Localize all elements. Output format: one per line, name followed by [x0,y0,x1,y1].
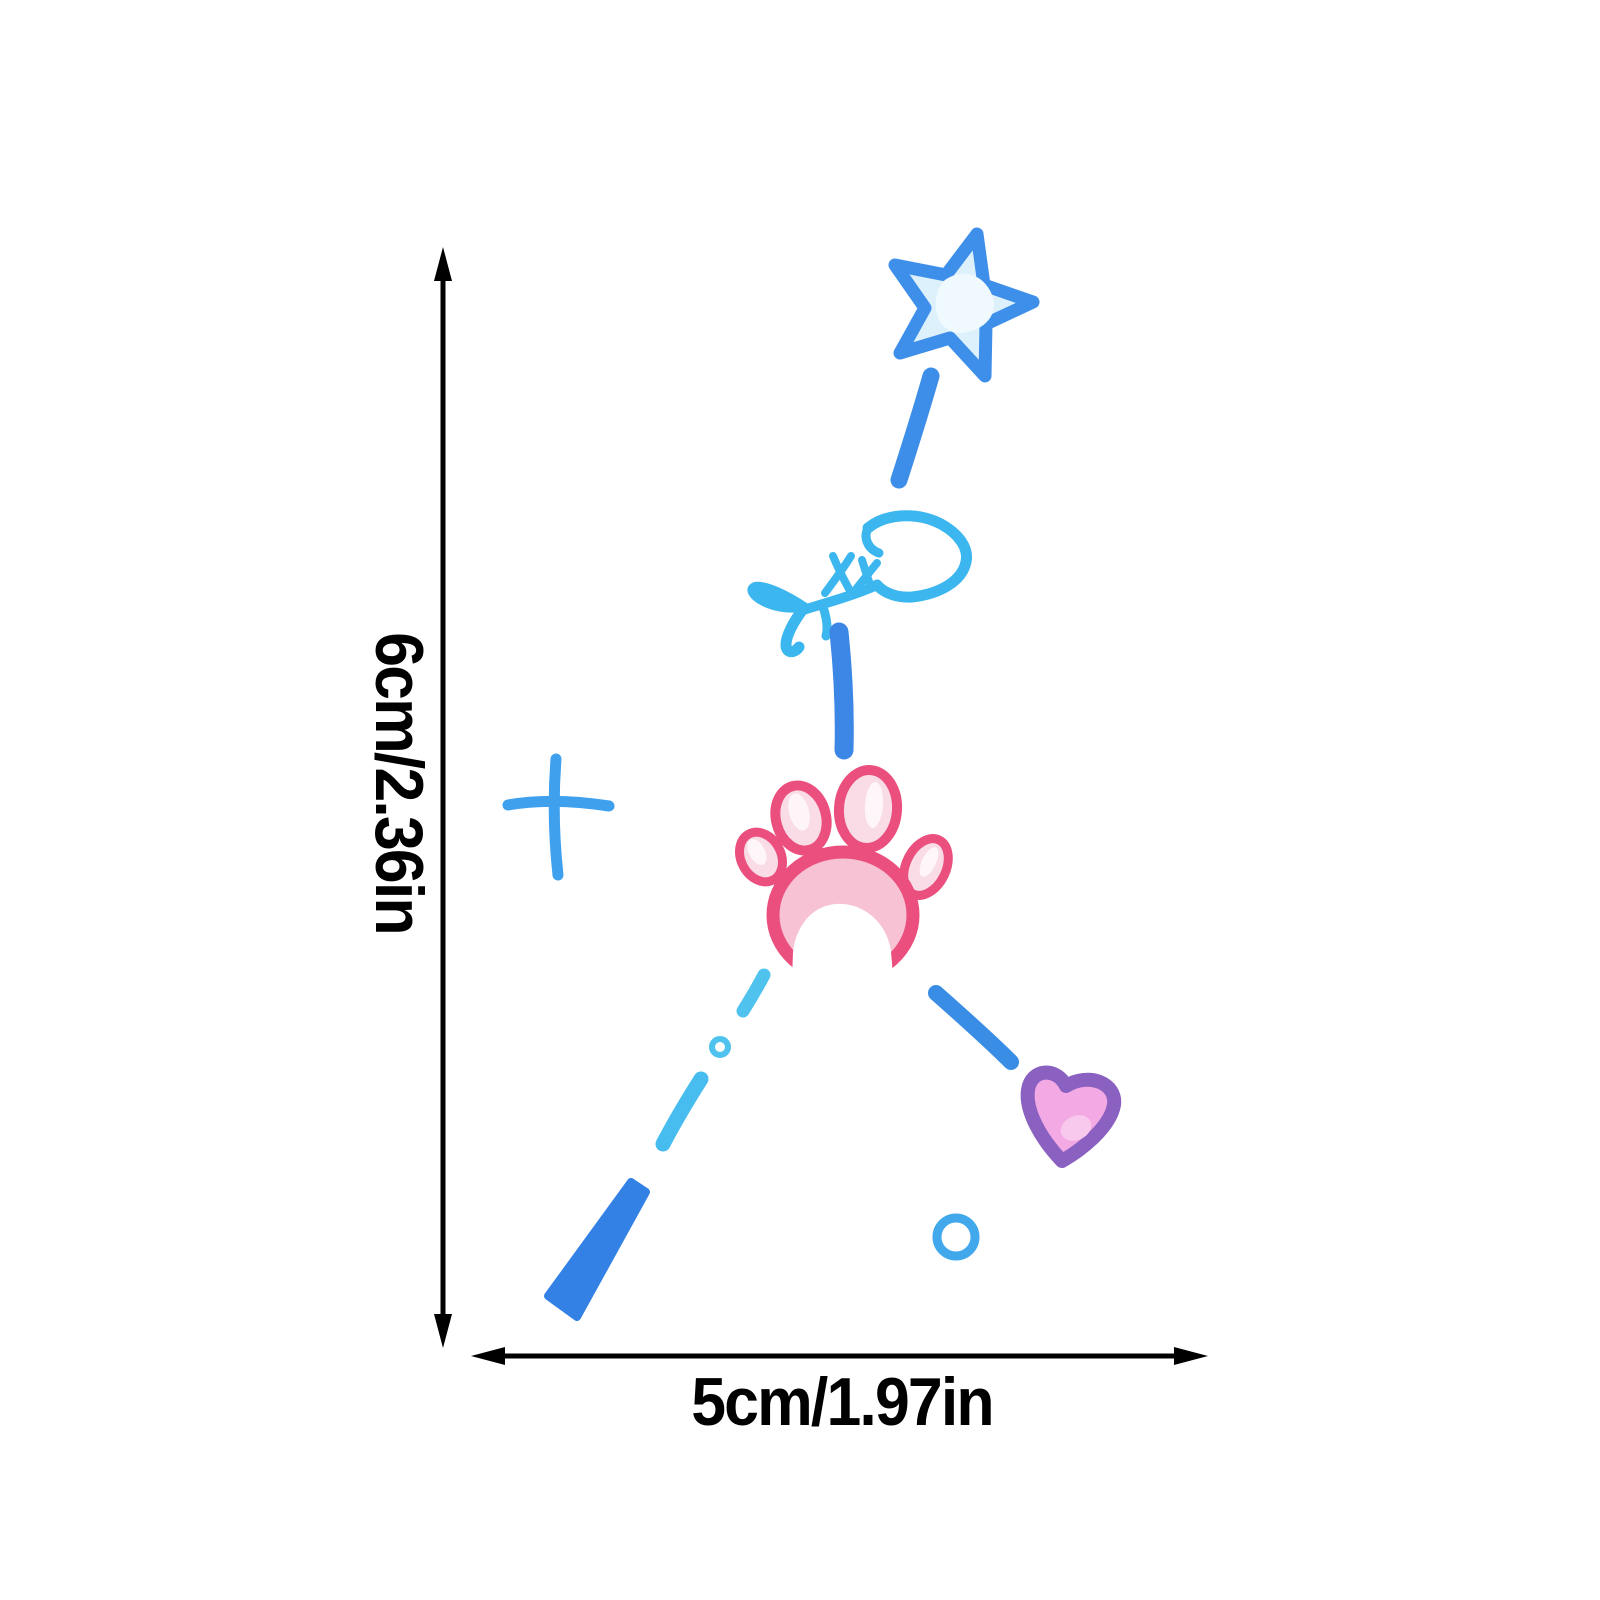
paw-toe-highlight [788,793,810,831]
trail-dot [709,1036,731,1058]
paw-toe-highlight [919,847,939,877]
heart-shape [1020,1065,1122,1168]
ring-icon [932,1213,980,1261]
fish-tail-upper [747,581,809,613]
paw-toe-highlight [747,839,767,865]
fish-head [862,510,972,603]
arrow-head-left [471,1347,505,1365]
fish-spine [798,580,882,615]
fish-mouth [861,523,884,558]
fishbone-icon [747,510,972,658]
doodle-sticker [502,227,1122,1321]
star-highlight [935,273,994,334]
stroke-below-fish-icon [829,622,854,760]
plus-horizontal [502,795,615,812]
width-dimension-label: 5cm/1.97in [691,1364,994,1440]
paw-print-icon [735,765,953,993]
arrow-head-right [1174,1347,1208,1365]
dashed-trail-icon [544,968,771,1321]
fish-rib [821,552,855,597]
arrow-head-up [434,247,452,281]
heart-highlight [1060,1115,1092,1141]
star-icon [888,227,1040,383]
paw-toe-highlight [864,782,884,828]
stroke-to-heart-icon [928,985,1019,1070]
wand-stroke-icon [890,367,940,489]
fish-tail-lower [780,602,810,658]
arrow-head-down [434,1314,452,1348]
trail-dash-medium [655,1071,709,1152]
fish-rib [849,559,881,597]
paw-pad-highlight [792,903,893,993]
vertical-dimension-arrow [434,247,452,1348]
fish-rib-stub [819,605,832,641]
plus-vertical [548,753,564,881]
height-dimension-label: 6cm/2.36in [361,632,437,934]
trail-dash-large [544,1178,650,1321]
heart-icon [1020,1065,1122,1168]
trail-dash-small [736,968,771,1018]
horizontal-dimension-arrow [471,1347,1208,1365]
plus-icon [502,753,615,881]
